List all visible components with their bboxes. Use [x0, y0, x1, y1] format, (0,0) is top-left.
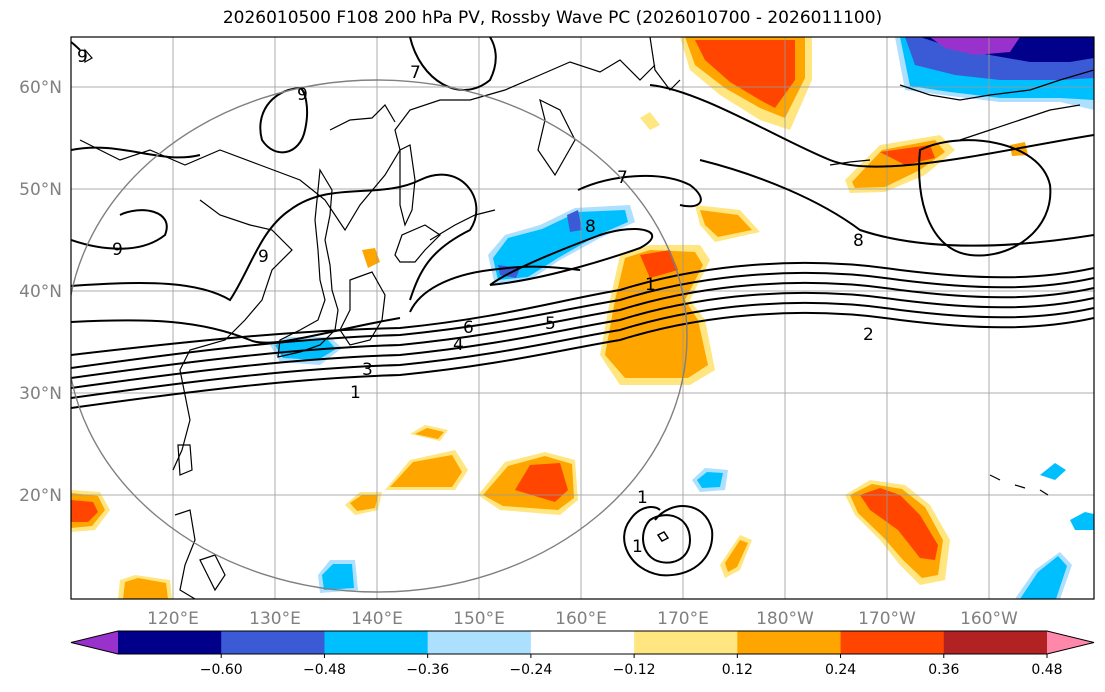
svg-text:60°N: 60°N [19, 78, 62, 98]
svg-text:7: 7 [617, 168, 628, 188]
graticule [71, 37, 1094, 599]
svg-text:130°E: 130°E [249, 609, 301, 629]
svg-text:3: 3 [362, 360, 373, 380]
svg-text:1: 1 [645, 275, 656, 295]
svg-text:5: 5 [545, 314, 556, 334]
svg-text:9: 9 [258, 247, 269, 267]
svg-text:40°N: 40°N [19, 282, 62, 302]
colorbar-bin [840, 631, 945, 654]
svg-text:1: 1 [350, 383, 361, 403]
colorbar-bin [943, 631, 1048, 654]
figure-title: 2026010500 F108 200 hPa PV, Rossby Wave … [222, 8, 883, 28]
colorbar-tick-label: −0.60 [200, 662, 243, 678]
svg-text:120°E: 120°E [147, 609, 199, 629]
colorbar-bin [530, 631, 635, 654]
colorbar-bin [737, 631, 842, 654]
svg-text:140°E: 140°E [351, 609, 403, 629]
colorbar-tick-label: −0.36 [406, 662, 449, 678]
latitude-labels: 60°N 50°N 40°N 30°N 20°N [19, 78, 62, 506]
svg-text:9: 9 [297, 85, 308, 105]
colorbar-tick-label: −0.48 [303, 662, 346, 678]
svg-text:30°N: 30°N [19, 384, 62, 404]
pv-contours [71, 37, 1094, 577]
colorbar-tick-label: −0.24 [509, 662, 552, 678]
colorbar-tick-label: 0.12 [722, 662, 753, 678]
longitude-labels: 120°E 130°E 140°E 150°E 160°E 170°E 180°… [147, 609, 1018, 629]
colorbar-bin [427, 631, 532, 654]
colorbar-bin [118, 631, 222, 654]
svg-text:50°N: 50°N [19, 180, 62, 200]
map-frame [70, 36, 1095, 600]
contour-labels: 9 9 9 8 8 7 7 6 5 4 3 2 1 1 1 1 9 [77, 47, 874, 557]
svg-text:170°W: 170°W [858, 609, 916, 629]
colorbar-tick-label: 0.48 [1031, 662, 1062, 678]
colorbar: −0.60 −0.48 −0.36 −0.24 −0.12 0.12 0.24 0.36 0.4… [70, 630, 1095, 678]
svg-text:8: 8 [853, 231, 864, 251]
colorbar-tick-label: 0.24 [825, 662, 856, 678]
colorbar-tick-label: −0.12 [613, 662, 656, 678]
colorbar-outline [70, 630, 1095, 655]
svg-text:160°E: 160°E [555, 609, 607, 629]
svg-text:150°E: 150°E [453, 609, 505, 629]
colorbar-bin [324, 631, 429, 654]
map-background [71, 37, 1094, 599]
svg-text:2: 2 [863, 325, 874, 345]
svg-text:9: 9 [112, 240, 123, 260]
svg-text:1: 1 [637, 488, 648, 508]
svg-text:9: 9 [77, 47, 88, 67]
domain-circle [71, 79, 688, 593]
svg-text:20°N: 20°N [19, 486, 62, 506]
coastlines [79, 37, 1094, 599]
svg-text:160°W: 160°W [960, 609, 1018, 629]
svg-text:6: 6 [463, 318, 474, 338]
svg-text:4: 4 [453, 335, 464, 355]
colorbar-bin [221, 631, 325, 654]
colorbar-extend-low [71, 631, 118, 654]
colorbar-bin [634, 631, 738, 654]
svg-text:180°W: 180°W [756, 609, 814, 629]
svg-text:170°E: 170°E [657, 609, 709, 629]
colorbar-tick-label: 0.36 [928, 662, 959, 678]
colorbar-extend-high [1047, 631, 1094, 654]
svg-text:1: 1 [632, 537, 643, 557]
svg-text:7: 7 [410, 63, 421, 83]
svg-text:8: 8 [585, 217, 596, 237]
